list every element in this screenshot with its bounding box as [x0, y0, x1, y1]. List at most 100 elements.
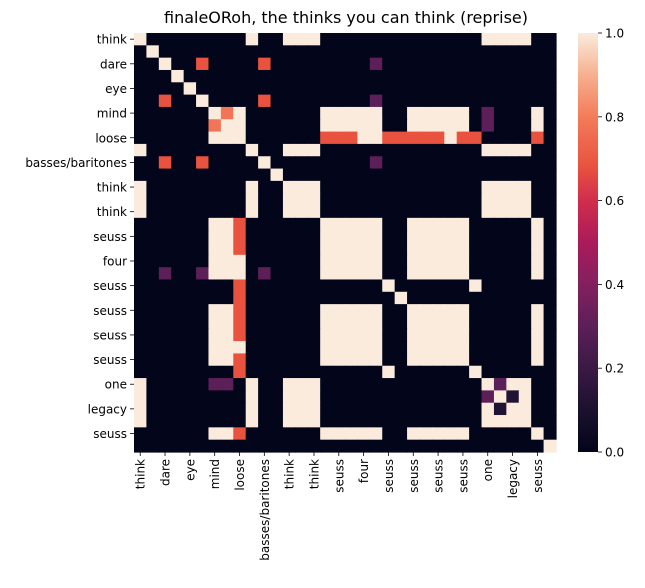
heatmap-cell	[233, 94, 247, 108]
heatmap-cell	[332, 45, 346, 59]
heatmap-cell	[518, 254, 532, 268]
heatmap-cell	[543, 217, 557, 231]
heatmap-cell	[382, 427, 396, 441]
heatmap-cell	[196, 156, 210, 170]
heatmap-cell	[146, 365, 160, 379]
heatmap-cell	[332, 365, 346, 379]
heatmap-cell	[146, 143, 160, 157]
heatmap-cell	[171, 378, 185, 391]
heatmap-cell	[543, 439, 557, 453]
heatmap-cell	[345, 291, 359, 305]
heatmap-cell	[220, 168, 234, 182]
heatmap-cell	[518, 230, 532, 244]
heatmap-cell	[134, 180, 148, 194]
x-tick-label: basses/baritones	[258, 459, 272, 561]
heatmap-cell	[531, 119, 545, 133]
heatmap-cell	[456, 291, 470, 305]
heatmap-cell	[481, 341, 495, 355]
heatmap-cell	[444, 180, 458, 194]
heatmap-cell	[196, 316, 210, 330]
heatmap-cell	[357, 156, 371, 170]
heatmap-cell	[134, 279, 148, 293]
heatmap-cell	[345, 353, 359, 367]
heatmap-cell	[419, 143, 433, 157]
heatmap-cell	[258, 415, 272, 428]
heatmap-cell	[245, 439, 259, 453]
x-tick-label: legacy	[506, 459, 520, 498]
heatmap-cell	[233, 168, 247, 182]
heatmap-cell	[394, 82, 408, 96]
heatmap-cell	[469, 254, 483, 268]
heatmap-cell	[320, 82, 334, 96]
heatmap-cell	[456, 94, 470, 108]
heatmap-cell	[220, 353, 234, 367]
heatmap-cell	[431, 119, 445, 133]
heatmap-cell	[345, 267, 359, 281]
heatmap-cell	[270, 439, 284, 453]
heatmap-cell	[469, 69, 483, 83]
heatmap-cell	[320, 33, 334, 46]
heatmap-cell	[531, 254, 545, 268]
heatmap-cell	[493, 254, 507, 268]
heatmap-cell	[332, 316, 346, 330]
heatmap-cell	[295, 415, 309, 428]
heatmap-cell	[158, 57, 172, 71]
heatmap-cell	[307, 316, 321, 330]
heatmap-cell	[258, 94, 272, 108]
heatmap-cell	[320, 427, 334, 441]
heatmap-cell	[456, 341, 470, 355]
heatmap-cell	[183, 304, 197, 318]
heatmap-cell	[171, 291, 185, 305]
heatmap-cell	[382, 254, 396, 268]
heatmap-cell	[345, 230, 359, 244]
heatmap-cell	[369, 119, 383, 133]
heatmap-cell	[320, 341, 334, 355]
heatmap-cell	[506, 341, 520, 355]
heatmap-cell	[295, 279, 309, 293]
heatmap-cell	[245, 180, 259, 194]
heatmap-cell	[245, 45, 259, 59]
heatmap-cell	[258, 242, 272, 256]
heatmap-cell	[518, 45, 532, 59]
heatmap-cell	[320, 378, 334, 391]
heatmap-cell	[282, 316, 296, 330]
heatmap-cell	[469, 131, 483, 145]
heatmap-cell	[270, 427, 284, 441]
heatmap-cell	[183, 402, 197, 416]
heatmap-cell	[295, 57, 309, 71]
heatmap-cell	[382, 156, 396, 170]
heatmap-cell	[543, 205, 557, 219]
heatmap-cell	[196, 57, 210, 71]
heatmap-cell	[357, 131, 371, 145]
heatmap-cell	[220, 328, 234, 342]
heatmap-cell	[419, 94, 433, 108]
heatmap-cell	[506, 69, 520, 83]
heatmap-cell	[419, 193, 433, 207]
heatmap-cell	[543, 316, 557, 330]
heatmap-cell	[481, 390, 495, 404]
heatmap-cell	[419, 390, 433, 404]
heatmap-cell	[258, 131, 272, 145]
heatmap-cell	[394, 402, 408, 416]
heatmap-cell	[481, 168, 495, 182]
heatmap-cell	[332, 378, 346, 391]
heatmap-cell	[369, 57, 383, 71]
colorbar-tick-label: 0.6	[605, 194, 624, 208]
heatmap-cell	[258, 106, 272, 120]
heatmap-cell	[407, 131, 421, 145]
heatmap-cell	[357, 291, 371, 305]
heatmap-cell	[357, 57, 371, 71]
heatmap-cell	[345, 279, 359, 293]
heatmap-cell	[357, 415, 371, 428]
heatmap-cell	[518, 156, 532, 170]
heatmap-cell	[220, 33, 234, 46]
heatmap-cell	[245, 106, 259, 120]
heatmap-cell	[407, 217, 421, 231]
heatmap-cell	[382, 267, 396, 281]
heatmap-cell	[357, 304, 371, 318]
heatmap-cell	[444, 242, 458, 256]
y-tick-label: basses/baritones	[25, 156, 127, 170]
heatmap-cell	[233, 143, 247, 157]
heatmap-cell	[270, 390, 284, 404]
heatmap-cell	[382, 390, 396, 404]
